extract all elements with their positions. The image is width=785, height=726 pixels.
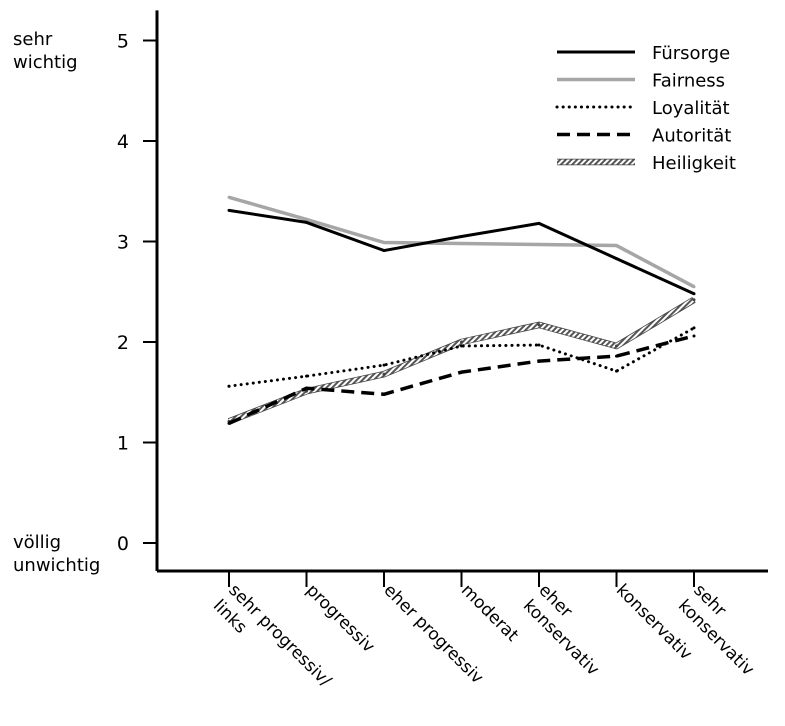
series-line-f-rsorge — [228, 208, 695, 296]
data-point-fairness — [305, 217, 308, 221]
data-point-autorit-t — [460, 370, 463, 374]
data-point-autorit-t — [305, 386, 308, 390]
data-point-heiligkeit — [615, 344, 618, 348]
data-point-autorit-t — [692, 334, 696, 338]
legend-label-fairness: Fairness — [652, 71, 725, 92]
data-point-fairness — [382, 241, 386, 245]
y-tick-label: 2 — [117, 332, 129, 354]
data-point-f-rsorge — [227, 208, 231, 212]
data-point-loyalit-t — [227, 384, 231, 388]
legend-label-autorit-t: Autorität — [652, 126, 731, 147]
x-tick-label: konservativ — [612, 580, 696, 664]
series-line-loyalit-t — [227, 326, 696, 388]
data-point-fairness — [227, 195, 231, 199]
data-point-loyalit-t — [537, 343, 541, 347]
data-point-loyalit-t — [460, 344, 463, 348]
y-tick-label: 3 — [117, 232, 129, 254]
data-point-autorit-t — [537, 359, 541, 363]
data-point-heiligkeit — [382, 372, 386, 376]
data-point-heiligkeit — [305, 389, 308, 393]
data-point-loyalit-t — [692, 326, 696, 330]
data-point-heiligkeit — [692, 298, 696, 302]
legend-label-heiligkeit: Heiligkeit — [652, 153, 736, 174]
x-tick-label: progressiv — [302, 580, 378, 656]
series-line-heiligkeit — [227, 296, 696, 425]
data-point-f-rsorge — [537, 221, 541, 225]
legend-label-loyalit-t: Loyalität — [652, 98, 730, 119]
x-tick-label: moderat — [457, 580, 522, 645]
data-point-fairness — [615, 244, 618, 248]
y-tick-label: 4 — [117, 131, 129, 153]
data-point-autorit-t — [382, 392, 386, 396]
data-point-autorit-t — [615, 354, 618, 358]
y-axis-top-label: sehr wichtig — [13, 29, 78, 73]
x-tick-label: eherkonservativ — [519, 580, 618, 679]
series-line-fairness — [228, 195, 695, 289]
y-axis-bottom-label: völlig unwichtig — [13, 532, 100, 576]
y-tick-label: 5 — [117, 31, 129, 53]
series-line-autorit-t — [228, 334, 695, 425]
y-tick-label: 0 — [117, 533, 129, 555]
data-point-fairness — [537, 243, 541, 247]
y-tick-label: 1 — [117, 433, 129, 455]
data-point-fairness — [692, 285, 696, 289]
data-point-f-rsorge — [615, 257, 618, 261]
data-point-loyalit-t — [382, 363, 386, 367]
data-point-heiligkeit — [460, 340, 463, 344]
data-point-loyalit-t — [305, 374, 308, 378]
data-point-f-rsorge — [305, 220, 308, 224]
series-line-heiligkeit-fill — [228, 297, 696, 424]
data-point-f-rsorge — [692, 292, 696, 296]
data-point-fairness — [460, 242, 463, 246]
legend-label-f-rsorge: Fürsorge — [652, 43, 730, 64]
data-point-f-rsorge — [460, 234, 463, 238]
data-point-loyalit-t — [615, 369, 618, 373]
data-point-heiligkeit — [537, 323, 541, 327]
x-tick-label: sehrkonservativ — [674, 580, 773, 679]
data-point-f-rsorge — [382, 249, 386, 253]
data-point-autorit-t — [227, 421, 231, 425]
